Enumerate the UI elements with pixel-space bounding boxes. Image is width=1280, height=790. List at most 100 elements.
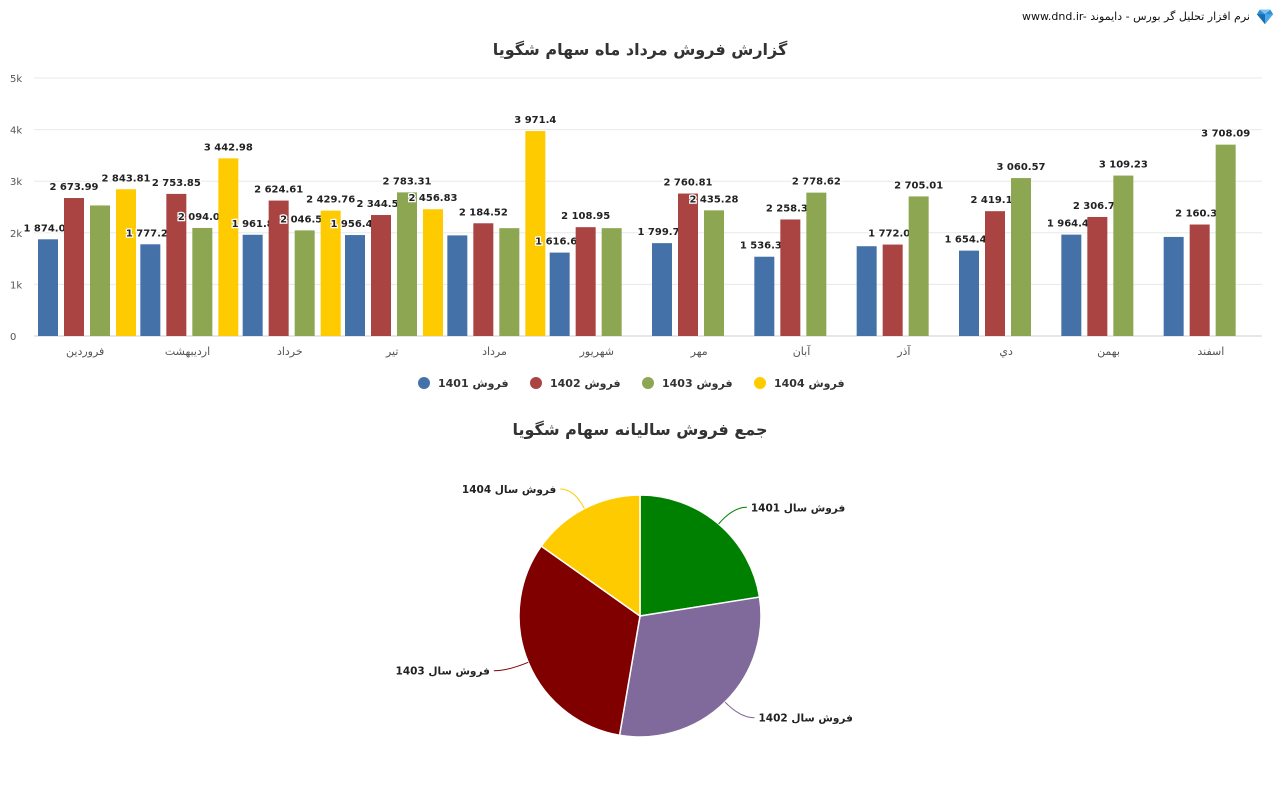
legend-label: فروش 1404	[774, 377, 845, 390]
y-tick-label: 3k	[10, 177, 22, 188]
x-tick-label: مهر	[690, 345, 708, 358]
data-label: 2 160.35	[1175, 209, 1224, 220]
data-label: 2 783.31	[382, 176, 431, 187]
data-label: 3 060.57	[996, 162, 1045, 173]
data-label: 2 184.52	[459, 207, 508, 218]
bar	[499, 228, 520, 336]
chart-title: گزارش فروش مرداد ماه سهام شگویا	[493, 40, 788, 59]
bar	[192, 227, 213, 336]
data-label: 2 624.61	[254, 185, 303, 196]
bar	[652, 243, 672, 336]
data-label: 1 964.44	[1047, 219, 1096, 230]
legend-label: فروش 1401	[438, 377, 509, 390]
x-tick-label: آذر	[896, 344, 911, 358]
data-label: 3 971.4	[514, 115, 556, 126]
bar	[780, 219, 801, 336]
data-label: 2 419.15	[970, 195, 1019, 206]
pie-slice	[518, 545, 641, 737]
data-label: 1 777.29	[126, 228, 175, 239]
bar	[218, 158, 239, 336]
data-label: 2 344.52	[356, 199, 405, 210]
bar	[473, 223, 494, 336]
data-label: 2 760.81	[663, 178, 712, 189]
data-label: 2 456.83	[408, 193, 457, 204]
bar	[320, 210, 341, 336]
bar	[294, 230, 315, 336]
bar	[856, 246, 877, 336]
data-label: 2 094.02	[178, 212, 227, 223]
bar	[1087, 216, 1108, 336]
y-tick-label: 2k	[10, 229, 22, 240]
bar	[1061, 234, 1082, 336]
bar	[116, 189, 136, 336]
bar	[806, 192, 827, 336]
data-label: 1 616.62	[535, 237, 584, 248]
legend-marker	[642, 377, 654, 389]
data-label: 1 961.8	[232, 219, 274, 230]
bar	[908, 196, 929, 336]
bar-chart: گزارش فروش مرداد ماه سهام شگویا 0 1k 2k 3k 4k…	[10, 40, 1262, 390]
y-tick-label: 4k	[10, 126, 22, 137]
data-label: 2 046.56	[280, 214, 329, 225]
bar	[447, 235, 468, 336]
bar	[575, 227, 596, 336]
bar	[64, 198, 84, 336]
bar	[90, 205, 110, 336]
data-label: 1 772.01	[868, 229, 917, 240]
legend-label: فروش 1402	[550, 377, 621, 390]
data-label: 2 753.85	[152, 178, 201, 189]
pie-label: فروش سال 1404	[462, 484, 556, 496]
bar	[371, 215, 391, 336]
pie-slice	[540, 494, 641, 618]
diamond-icon	[1256, 9, 1274, 25]
bar	[1215, 144, 1236, 336]
legend-label: فروش 1403	[662, 377, 733, 390]
pie-connector	[718, 506, 747, 525]
x-tick-label: مرداد	[482, 345, 507, 358]
data-label: 1 874.08	[23, 223, 72, 234]
bar	[1163, 236, 1184, 336]
pie-label: فروش سال 1401	[751, 502, 845, 514]
legend-marker	[418, 377, 430, 389]
bar	[1011, 178, 1031, 336]
pie-label: فروش سال 1403	[396, 666, 490, 678]
bar	[268, 200, 289, 336]
data-label: 2 435.28	[689, 194, 738, 205]
pie-chart: جمع فروش سالیانه سهام شگویا فروش سال 1401…	[396, 420, 853, 738]
x-tick-label: بهمن	[1097, 345, 1120, 358]
bar	[397, 192, 417, 336]
bar	[959, 250, 979, 336]
brand-bar: www.dnd.ir- نرم افزار تحلیل گر بورس - دا…	[1022, 6, 1274, 26]
data-label: 3 109.23	[1099, 160, 1148, 171]
y-tick-label: 0	[10, 332, 16, 343]
legend-marker	[754, 377, 766, 389]
pie-connector	[493, 661, 529, 672]
bar	[704, 210, 724, 336]
data-label: 2 429.76	[306, 195, 355, 206]
bar	[525, 131, 546, 336]
data-label: 2 705.01	[894, 180, 943, 191]
bar	[423, 209, 443, 336]
bar	[754, 256, 775, 336]
pie-slice	[618, 596, 762, 738]
x-tick-label: اردیبهشت	[165, 345, 210, 358]
bar	[601, 228, 622, 336]
y-tick-label: 5k	[10, 74, 22, 85]
data-label: 3 442.98	[204, 142, 253, 153]
bar	[678, 193, 698, 336]
bar	[882, 244, 903, 336]
data-label: 1 536.37	[740, 241, 789, 252]
pie-label: فروش سال 1402	[758, 713, 852, 725]
x-tick-label: تیر	[385, 345, 398, 358]
y-tick-label: 1k	[10, 280, 22, 291]
bar	[38, 239, 58, 336]
data-label: 2 306.74	[1073, 201, 1122, 212]
bar	[1113, 175, 1134, 336]
brand-text: www.dnd.ir- نرم افزار تحلیل گر بورس - دا…	[1021, 9, 1250, 23]
x-tick-label: آبان	[793, 344, 811, 358]
data-label: 2 673.99	[49, 182, 98, 193]
bar	[166, 193, 187, 336]
bar	[1189, 224, 1210, 336]
data-label: 1 654.43	[944, 235, 993, 246]
bar	[242, 234, 263, 336]
